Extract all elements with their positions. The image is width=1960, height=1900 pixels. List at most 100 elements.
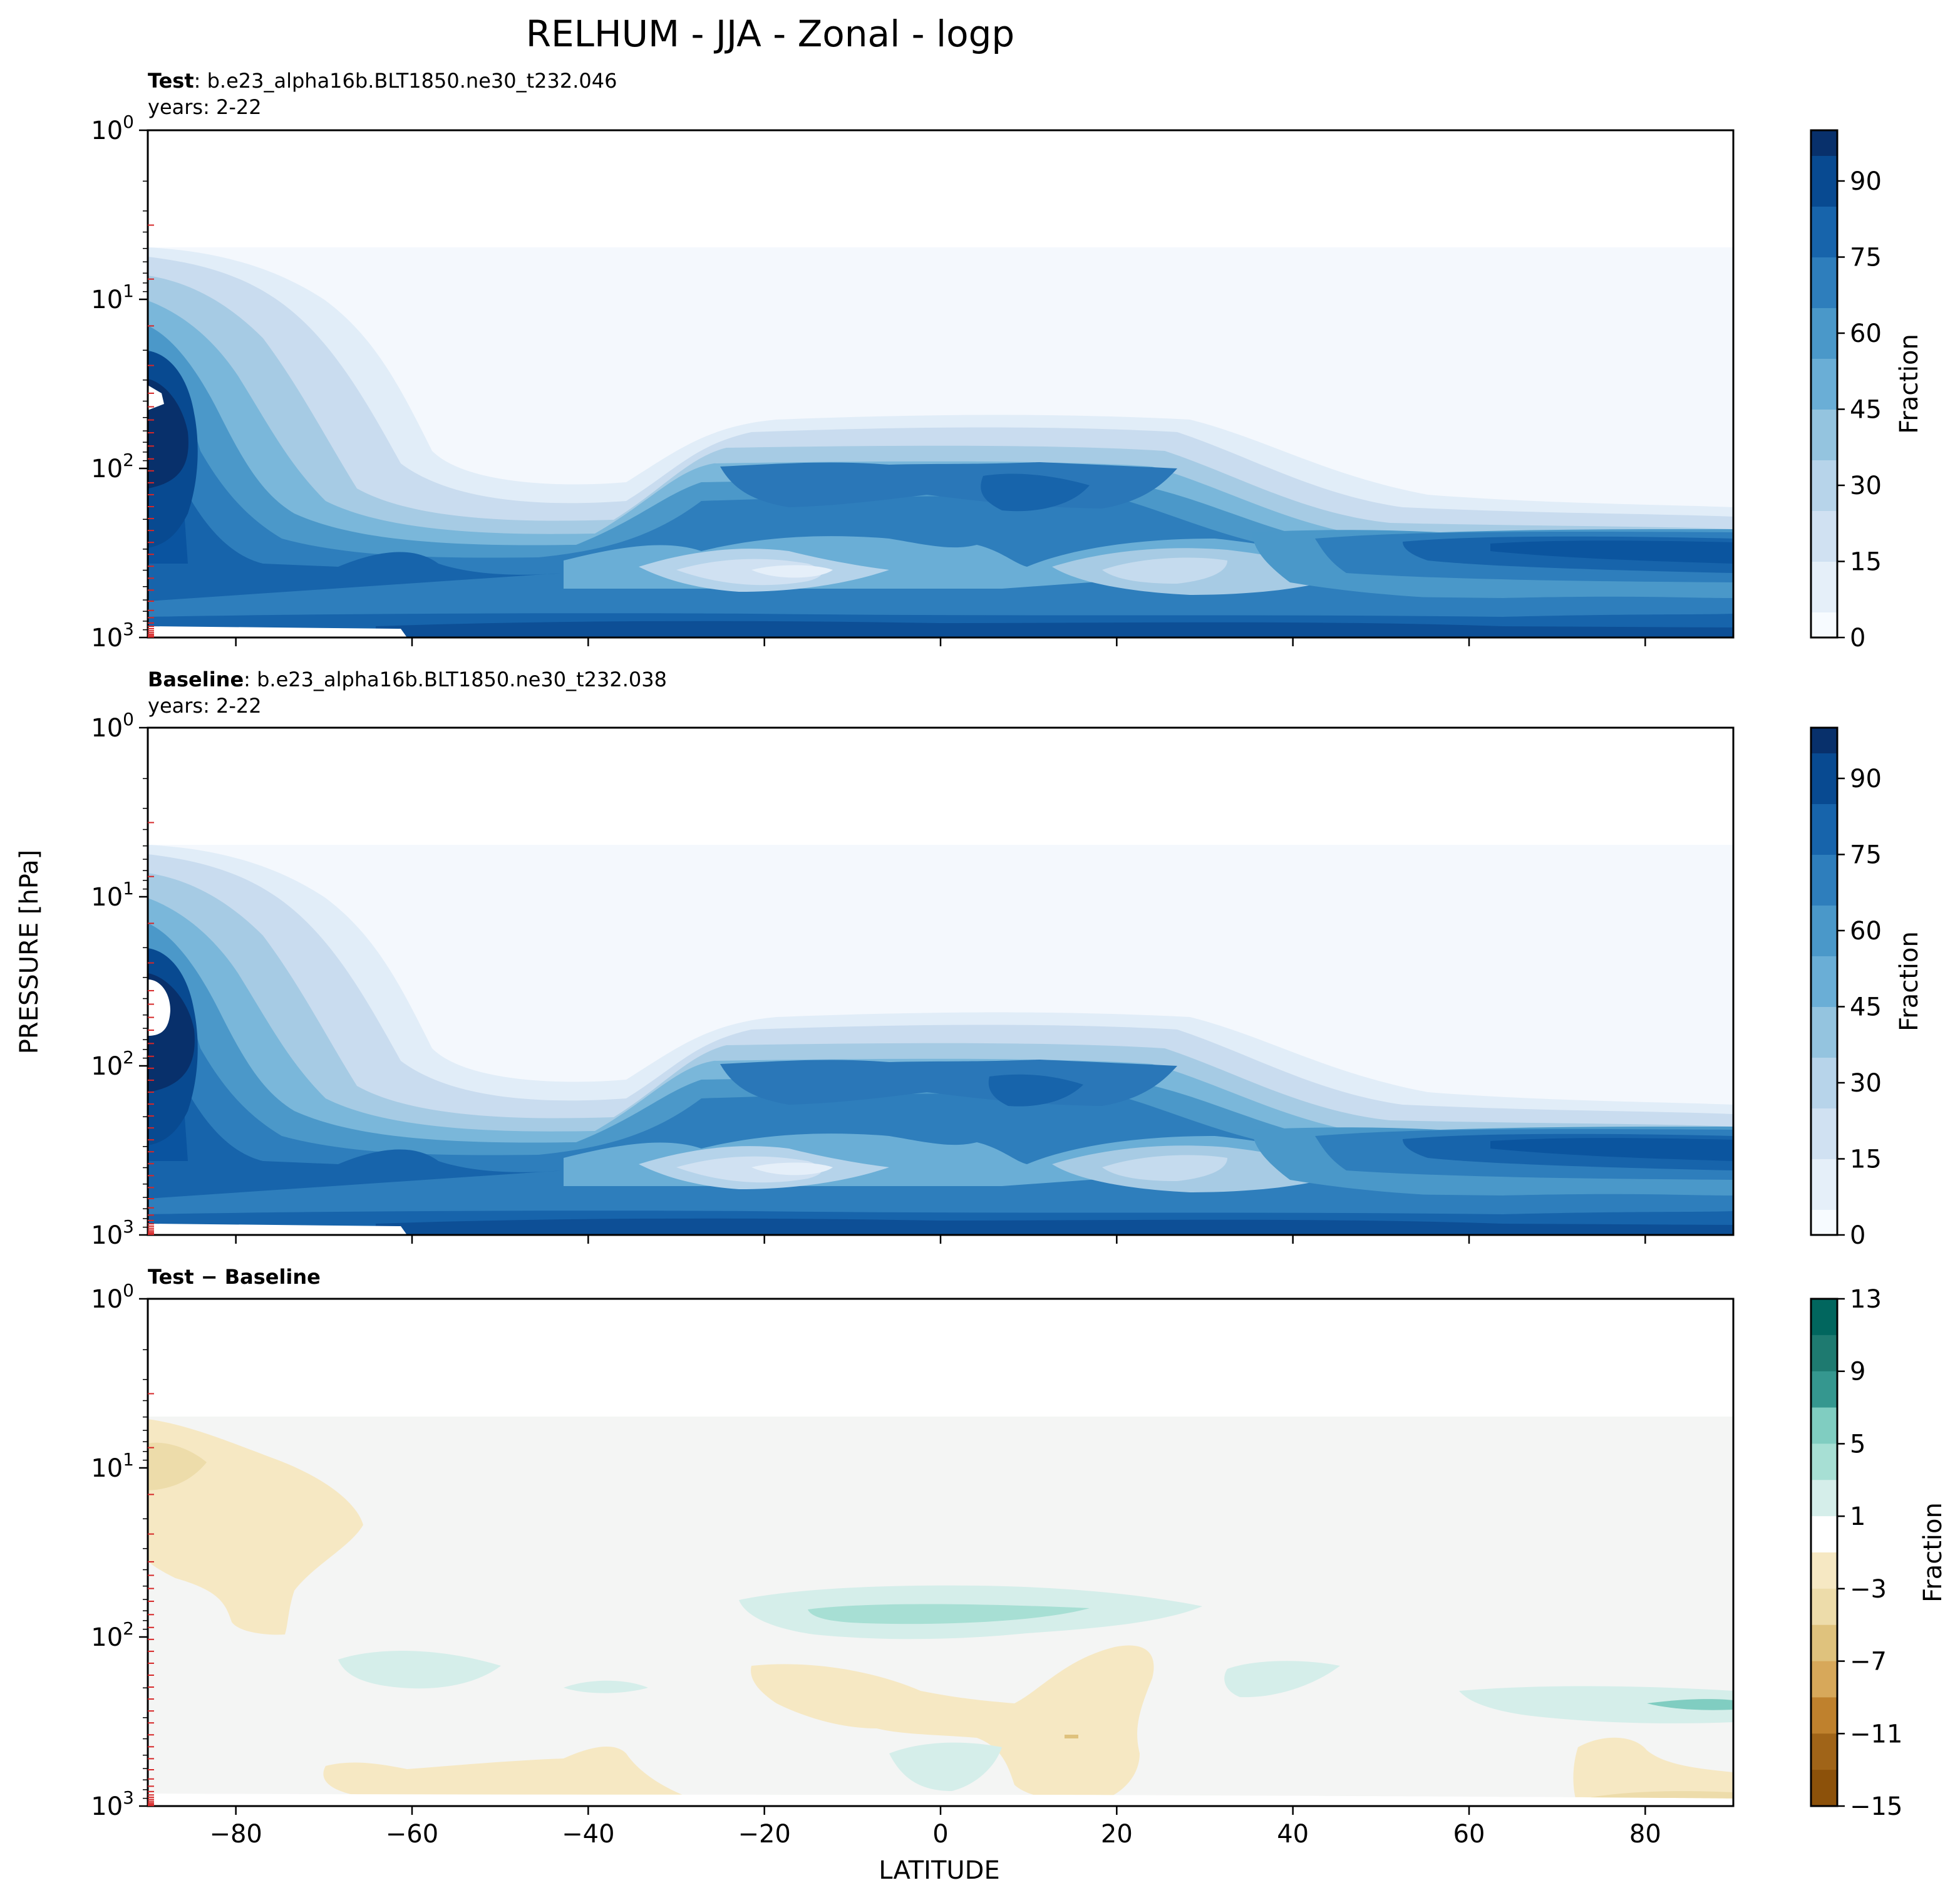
panel-baseline-field — [148, 845, 1733, 1235]
panel-difference-colorbar-label: Fraction — [1919, 1502, 1947, 1603]
colorbar-swatch — [1811, 829, 1837, 855]
panel-baseline-years: years: 2-22 — [148, 694, 262, 718]
colorbar-swatch — [1811, 1480, 1837, 1517]
colorbar-tick-label: 0 — [1850, 624, 1865, 653]
panel-test-x-ticks — [235, 638, 1646, 646]
panel-baseline-colorbar-label: Fraction — [1895, 931, 1924, 1031]
colorbar-swatch — [1811, 854, 1837, 880]
colorbar-swatch — [1811, 803, 1837, 830]
y-axis-label: PRESSURE [hPa] — [15, 850, 44, 1054]
colorbar-swatch — [1811, 728, 1837, 753]
panel-test: Test: b.e23_alpha16b.BLT1850.ne30_t232.0… — [91, 69, 1924, 653]
colorbar-swatch — [1811, 753, 1837, 779]
colorbar-swatch — [1811, 1733, 1837, 1770]
colorbar-swatch — [1811, 485, 1837, 511]
colorbar-swatch — [1811, 1407, 1837, 1444]
y-tick-label: 100 — [91, 1280, 134, 1314]
panel-difference-colorbar: 13 9 5 1 −3 −7 −11 −15 Fraction — [1810, 1285, 1947, 1821]
colorbar-tick-label: 45 — [1850, 993, 1882, 1022]
colorbar-swatch — [1811, 1335, 1837, 1372]
panel-test-years: years: 2-22 — [148, 95, 262, 119]
colorbar-swatch — [1811, 1083, 1837, 1108]
colorbar-swatch — [1811, 536, 1837, 562]
panel-baseline-subtitle: Baseline: b.e23_alpha16b.BLT1850.ne30_t2… — [148, 668, 667, 691]
colorbar-tick-label: 60 — [1850, 319, 1882, 348]
colorbar-tick-label: −15 — [1850, 1792, 1902, 1821]
colorbar-tick-label: 0 — [1850, 1221, 1865, 1250]
panel-baseline-colorbar: 0 15 30 45 60 75 90 Fraction — [1810, 726, 1924, 1250]
colorbar-tick-label: 90 — [1850, 765, 1882, 793]
y-tick-label: 103 — [91, 1216, 134, 1250]
colorbar-swatch — [1811, 956, 1837, 982]
colorbar-tick-label: 1 — [1850, 1502, 1865, 1531]
colorbar-swatch — [1811, 1443, 1837, 1480]
colorbar-swatch — [1811, 561, 1837, 587]
colorbar-tick-label: 5 — [1850, 1430, 1865, 1459]
colorbar-swatch — [1811, 1299, 1837, 1336]
colorbar-swatch — [1811, 612, 1837, 638]
colorbar-swatch — [1811, 1552, 1837, 1589]
x-tick-label: −40 — [562, 1820, 614, 1849]
colorbar-swatch — [1811, 1209, 1837, 1236]
panel-test-subtitle: Test: b.e23_alpha16b.BLT1850.ne30_t232.0… — [148, 69, 617, 93]
panel-difference-x-ticks: −80 −60 −40 −20 0 20 40 60 80 — [209, 1806, 1661, 1849]
y-tick-label: 101 — [91, 1449, 134, 1483]
panel-test-y-ticks: 100 101 102 103 — [91, 111, 154, 653]
colorbar-swatch — [1811, 181, 1837, 207]
y-tick-label: 102 — [91, 450, 134, 483]
colorbar-swatch — [1811, 384, 1837, 410]
x-tick-label: 60 — [1453, 1820, 1485, 1849]
y-tick-label: 103 — [91, 1787, 134, 1821]
colorbar-swatch — [1811, 880, 1837, 906]
colorbar-swatch — [1811, 1108, 1837, 1134]
colorbar-swatch — [1811, 257, 1837, 283]
x-tick-label: 0 — [932, 1820, 948, 1849]
panel-baseline-y-ticks: 100 101 102 103 — [91, 709, 154, 1250]
colorbar-swatch — [1811, 460, 1837, 486]
colorbar-swatch — [1811, 1770, 1837, 1807]
colorbar-swatch — [1811, 1371, 1837, 1408]
colorbar-swatch — [1811, 1006, 1837, 1033]
y-tick-label: 102 — [91, 1618, 134, 1652]
colorbar-swatch — [1811, 1184, 1837, 1210]
colorbar-tick-label: 30 — [1850, 472, 1882, 500]
figure-title: RELHUM - JJA - Zonal - logp — [526, 13, 1015, 55]
panel-difference-field — [148, 1417, 1733, 1806]
panel-difference-y-ticks: 100 101 102 103 — [91, 1280, 154, 1821]
x-tick-label: 40 — [1277, 1820, 1309, 1849]
colorbar-swatch — [1811, 1588, 1837, 1626]
x-tick-label: 20 — [1101, 1820, 1133, 1849]
colorbar-swatch — [1811, 409, 1837, 435]
colorbar-swatch — [1811, 155, 1837, 182]
panel-baseline-x-ticks — [235, 1235, 1646, 1244]
colorbar-swatch — [1811, 206, 1837, 232]
x-tick-label: −60 — [386, 1820, 438, 1849]
colorbar-swatch — [1811, 1057, 1837, 1083]
x-tick-label: −80 — [209, 1820, 262, 1849]
colorbar-tick-label: 75 — [1850, 244, 1882, 272]
panel-difference: Test − Baseline −80 −60 −40 −20 0 20 40 60 80 10… — [91, 1265, 1947, 1849]
colorbar-tick-label: 15 — [1850, 1145, 1882, 1174]
colorbar-swatch — [1811, 778, 1837, 804]
y-tick-label: 100 — [91, 709, 134, 743]
colorbar-swatch — [1811, 931, 1837, 956]
panel-test-field — [148, 247, 1733, 638]
colorbar-swatch — [1811, 510, 1837, 537]
y-tick-label: 103 — [91, 619, 134, 653]
colorbar-swatch — [1811, 1133, 1837, 1159]
colorbar-tick-label: 15 — [1850, 548, 1882, 577]
y-tick-label: 101 — [91, 281, 134, 314]
x-tick-label: 80 — [1629, 1820, 1661, 1849]
colorbar-tick-label: 30 — [1850, 1069, 1882, 1098]
panel-difference-subtitle: Test − Baseline — [148, 1265, 321, 1289]
colorbar-swatch — [1811, 981, 1837, 1007]
colorbar-tick-label: 13 — [1850, 1285, 1882, 1314]
colorbar-swatch — [1811, 1516, 1837, 1553]
colorbar-tick-label: 75 — [1850, 841, 1882, 870]
colorbar-swatch — [1811, 1624, 1837, 1662]
colorbar-tick-label: −7 — [1850, 1648, 1887, 1676]
colorbar-swatch — [1811, 1697, 1837, 1734]
colorbar-swatch — [1811, 307, 1837, 334]
colorbar-swatch — [1811, 333, 1837, 359]
